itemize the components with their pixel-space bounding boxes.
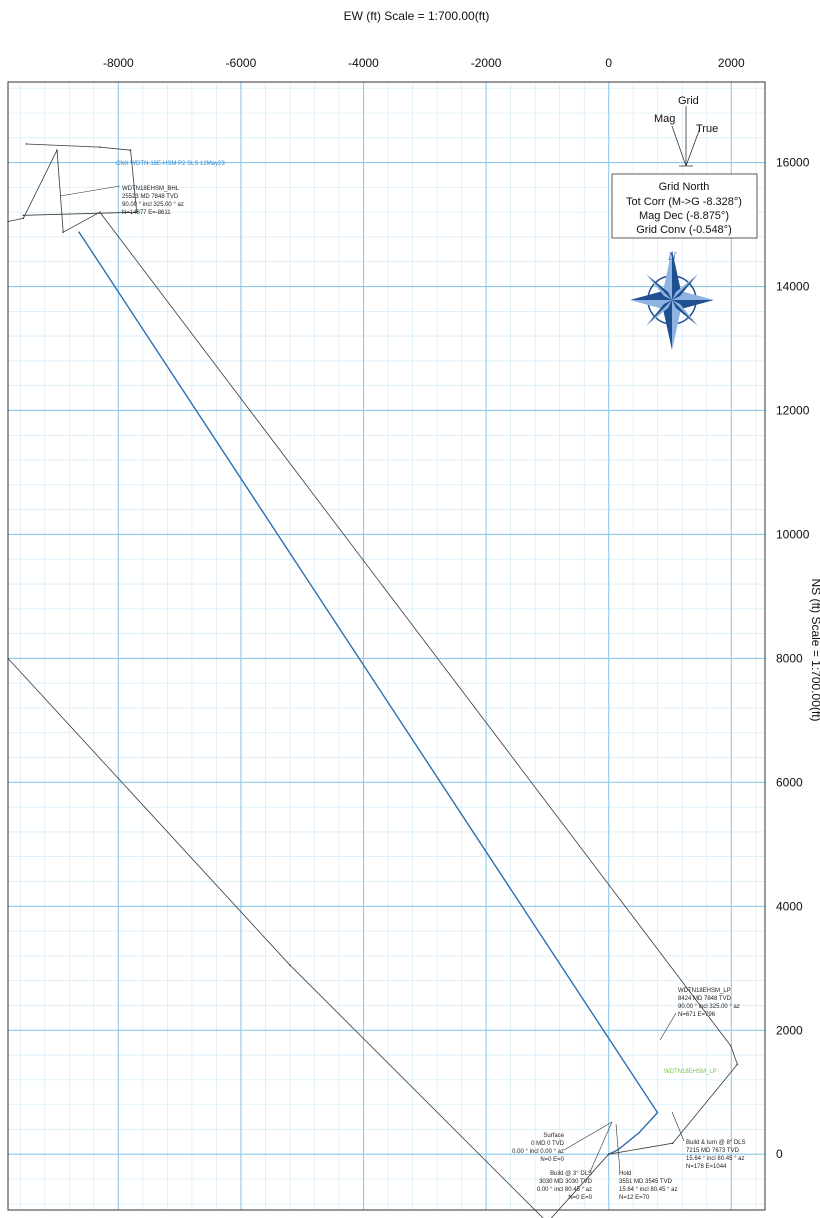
y-tick-label: 0	[776, 1147, 783, 1161]
surface-leader	[563, 1121, 613, 1151]
y-tick-label: 6000	[776, 775, 803, 789]
surface-line-2: 0 MD 0 TVD	[531, 1141, 565, 1147]
bhl-line-3: 90.00 ° incl 325.00 ° az	[122, 202, 184, 208]
hold-line-1: Hold	[619, 1171, 631, 1177]
build-turn-annotation: Build & turn @ 8° DLS 7215 MD 7673 TVD 1…	[686, 1140, 746, 1170]
series-line-2	[7, 149, 738, 1155]
lp-line-2: 8424 MD 7848 TVD	[678, 996, 732, 1002]
tot-corr-text: Tot Corr (M->G -8.328°)	[626, 196, 742, 208]
surface-line-3: 0.00 ° incl 0.00 ° az	[512, 1149, 564, 1155]
north-info-frame	[611, 173, 758, 239]
plot-frame	[7, 81, 766, 1211]
bhl-line-4: N=14877 E=-8611	[122, 210, 171, 216]
build-annotation: Build @ 3° DLS 3030 MD 3030 TVD 0.00 ° i…	[537, 1171, 593, 1201]
x-tick-label: 2000	[718, 56, 745, 70]
plan-name-label: CNX WDTN-18E-HSM P2 SLS 12May23	[116, 161, 225, 167]
y-tick-label: 8000	[776, 651, 803, 665]
true-arrow-label: True	[696, 123, 718, 135]
build-line-3: 0.00 ° incl 80.45 ° az	[537, 1187, 592, 1193]
bhl-line-2: 25523 MD 7848 TVD	[122, 194, 179, 200]
x-tick-label: -2000	[471, 56, 502, 70]
series-2-point	[736, 1063, 739, 1066]
series-2-point	[22, 217, 25, 220]
series-line-4	[23, 143, 138, 216]
north-info-box: Grid North Tot Corr (M->G -8.328°) Mag D…	[611, 173, 758, 239]
surface-line-1: Surface	[543, 1133, 564, 1139]
x-tick-label: -4000	[348, 56, 379, 70]
hold-line-3: 15.64 ° incl 80.45 ° az	[619, 1187, 678, 1193]
lp-leader	[659, 1012, 677, 1041]
compass-rose-icon: N	[630, 249, 714, 350]
build-turn-line-2: 7215 MD 7673 TVD	[686, 1148, 740, 1154]
series-4-point	[25, 143, 28, 145]
true-north-arrow	[685, 127, 701, 167]
series-2-point	[671, 1142, 674, 1144]
y-tick-label: 12000	[776, 403, 810, 417]
lp-line-1: WDTN18EHSM_LP	[678, 988, 731, 994]
series-2-point	[62, 231, 64, 233]
build-leader	[589, 1121, 613, 1173]
y-axis-title: NS (ft) Scale = 1:700.00(ft)	[809, 578, 820, 721]
series-4-point	[135, 211, 138, 213]
build-turn-line-3: 15.64 ° incl 80.45 ° az	[686, 1156, 745, 1162]
build-line-2: 3030 MD 3030 TVD	[539, 1179, 593, 1185]
grid-north-title: Grid North	[659, 181, 710, 193]
x-tick-label: -6000	[226, 56, 257, 70]
hold-line-2: 3551 MD 3545 TVD	[619, 1179, 673, 1185]
major-grid	[8, 82, 765, 1210]
grid-conv-text: Grid Conv (-0.548°)	[636, 224, 732, 236]
compass-n-letter: N	[667, 249, 677, 263]
north-arrows: Grid Mag True	[654, 95, 718, 167]
series-line-1	[78, 231, 659, 1155]
hold-line-4: N=12 E=70	[619, 1195, 650, 1201]
build-line-1: Build @ 3° DLS	[550, 1171, 592, 1177]
series-layer	[7, 143, 739, 1218]
lp-annotation: WDTN18EHSM_LP 8424 MD 7848 TVD 90.00 ° i…	[678, 988, 740, 1018]
hold-leader	[615, 1123, 621, 1173]
grid-arrow-label: Grid	[678, 95, 699, 107]
y-tick-label: 16000	[776, 156, 810, 170]
mag-dec-text: Mag Dec (-8.875°)	[639, 210, 729, 222]
bhl-leader	[59, 185, 121, 197]
build-turn-leader	[671, 1111, 685, 1142]
series-3-point	[607, 1153, 610, 1156]
series-2-point	[56, 149, 58, 151]
series-2-point	[99, 211, 101, 213]
x-axis-title: EW (ft) Scale = 1:700.00(ft)	[344, 9, 490, 23]
y-tick-label: 10000	[776, 527, 810, 541]
build-turn-line-4: N=178 E=1044	[686, 1164, 727, 1170]
minor-grid	[8, 82, 765, 1210]
series-line-3	[7, 658, 609, 1218]
x-tick-label: -8000	[103, 56, 134, 70]
x-tick-label: 0	[605, 56, 612, 70]
build-line-4: N=0 E=0	[568, 1195, 592, 1201]
series-1-point	[638, 1131, 641, 1134]
bhl-line-1: WDTN18EHSM_BHL	[122, 186, 180, 192]
tick-labels: -8000 -6000 -4000 -2000 0 2000 0 2000 4000 6000 80…	[103, 56, 810, 1161]
series-4-point	[99, 146, 101, 148]
lp-line-4: N=671 E=796	[678, 1012, 716, 1018]
lp-line-3: 90.00 ° incl 325.00 ° az	[678, 1004, 740, 1010]
y-tick-label: 14000	[776, 280, 810, 294]
mag-arrow-label: Mag	[654, 113, 675, 125]
y-tick-label: 4000	[776, 899, 803, 913]
hold-annotation: Hold 3551 MD 3545 TVD 15.64 ° incl 80.45…	[619, 1171, 678, 1201]
lp-target-label: WDTN18EHSM_LP	[664, 1069, 717, 1075]
series-3-point	[289, 964, 291, 966]
series-3-point	[7, 657, 9, 660]
series-1-point	[656, 1111, 659, 1114]
series-2-point	[729, 1044, 732, 1047]
series-1-point	[78, 231, 80, 233]
annotations: CNX WDTN-18E-HSM P2 SLS 12May23 WDTN18EH…	[59, 161, 746, 1201]
series-2-point	[7, 220, 9, 223]
series-4-point	[22, 214, 25, 217]
bhl-annotation: WDTN18EHSM_BHL 25523 MD 7848 TVD 90.00 °…	[122, 186, 184, 216]
series-4-point	[129, 149, 132, 151]
surface-annotation: Surface 0 MD 0 TVD 0.00 ° incl 0.00 ° az…	[512, 1133, 565, 1163]
y-tick-label: 2000	[776, 1023, 803, 1037]
surface-line-4: N=0 E=0	[540, 1157, 564, 1163]
build-turn-line-1: Build & turn @ 8° DLS	[686, 1140, 746, 1146]
mag-north-arrow	[671, 125, 687, 167]
